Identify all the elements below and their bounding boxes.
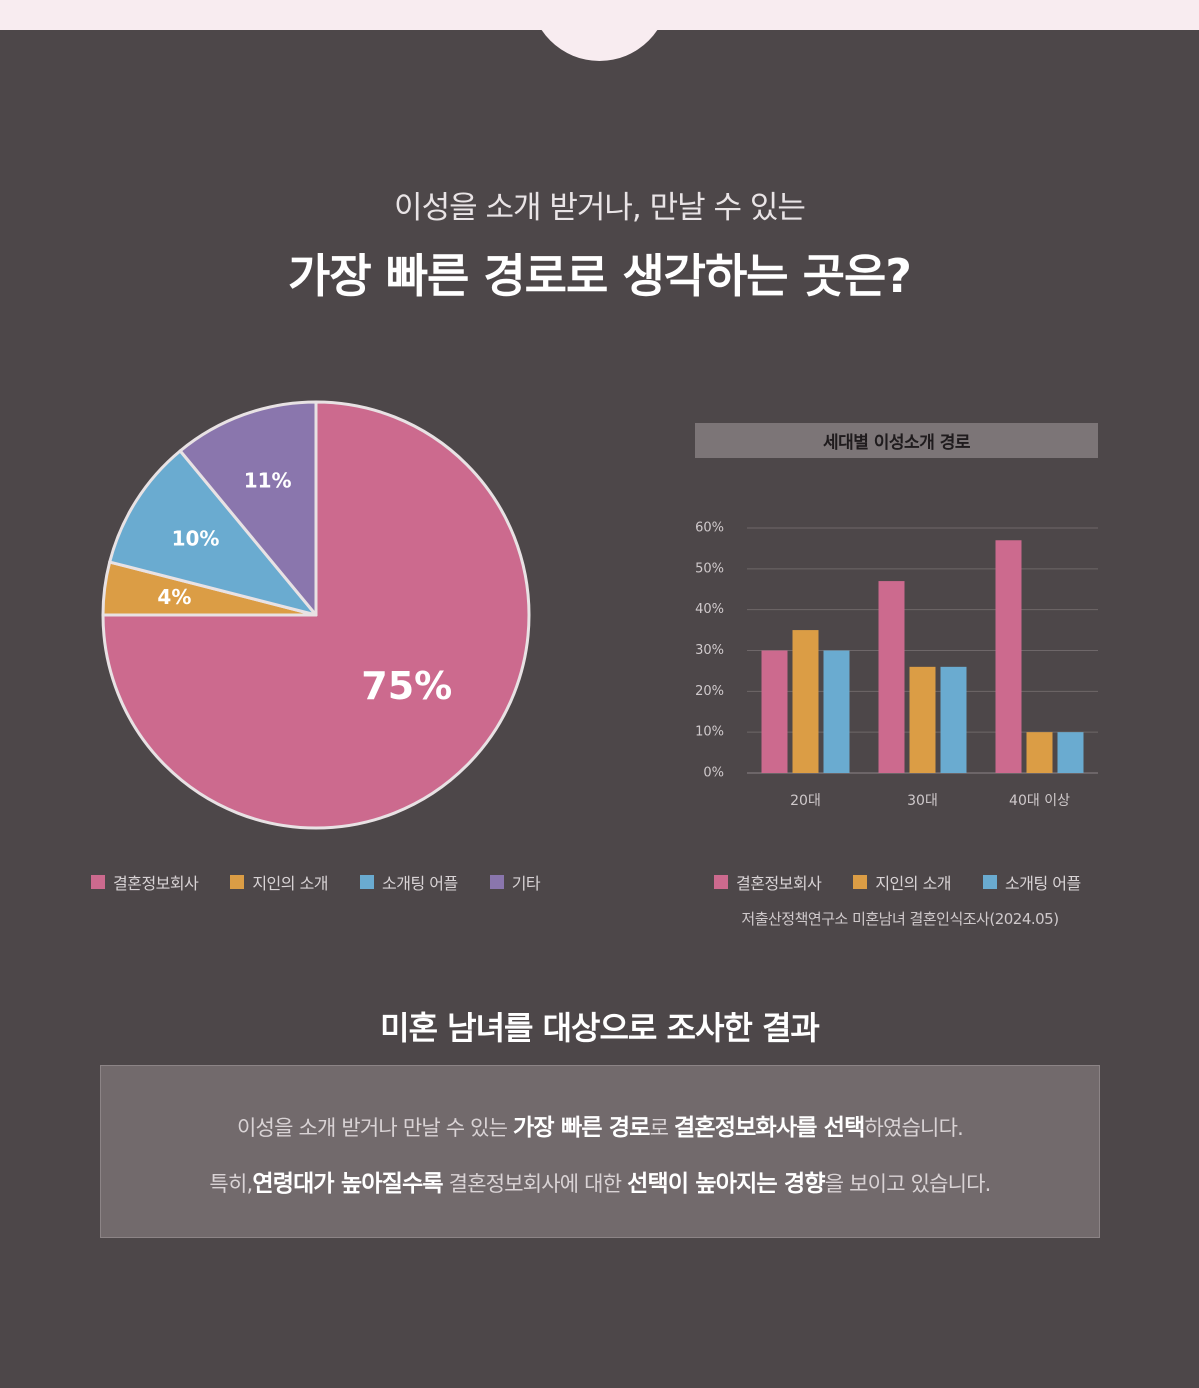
legend-item: 지인의 소개 [853,870,952,894]
bar [995,540,1022,773]
result-line-1: 이성을 소개 받거나 만날 수 있는 가장 빠른 경로로 결혼정보화사를 선택하… [101,1108,1099,1142]
x-tick-label: 40대 이상 [1009,793,1070,809]
y-tick-label: 50% [695,561,724,576]
legend-item: 결혼정보회사 [91,870,199,894]
legend-swatch [360,875,375,889]
legend-swatch [230,875,245,889]
y-tick-label: 40% [695,602,724,617]
bar [761,650,788,773]
page-subtitle: 이성을 소개 받거나, 만날 수 있는 [394,190,806,226]
bar [792,630,819,773]
x-tick-label: 30대 [907,793,938,809]
pie-slice-label: 11% [244,469,292,493]
result-title: 미혼 남녀를 대상으로 조사한 결과 [380,1009,820,1047]
result-text: 특히, [209,1172,253,1196]
pie-slice-label: 75% [361,664,452,708]
legend-label: 결혼정보회사 [113,874,199,893]
pie-chart: 75% 4% 10% 11% [101,400,531,830]
bar [1026,732,1053,773]
top-circle-decoration [530,0,669,61]
legend-swatch [983,875,998,889]
result-text: 결혼정보회사에 대한 [442,1172,628,1196]
bar [1057,732,1084,773]
legend-swatch [853,875,868,889]
legend-label: 기타 [511,874,541,893]
result-text: 이성을 소개 받거나 만날 수 있는 [237,1116,514,1140]
y-tick-label: 20% [695,684,724,699]
bar [940,666,967,773]
result-highlight-text: 선택이 높아지는 경향 [627,1171,825,1197]
pie-slice [108,449,318,617]
legend-item: 소개팅 어플 [983,870,1081,894]
legend-item: 기타 [489,870,541,894]
result-text: 로 [649,1116,675,1140]
y-tick-label: 10% [695,725,724,740]
legend-label: 소개팅 어플 [1005,874,1081,893]
source-note: 저출산정책연구소 미혼남녀 결혼인식조사(2024.05) [741,910,1059,928]
result-highlight-text: 연령대가 높아질수록 [252,1171,443,1197]
pie-legend: 결혼정보회사 지인의 소개 소개팅 어플 기타 [91,870,541,894]
legend-swatch [714,875,728,889]
bar-chart-title: 세대별 이성소개 경로 [695,423,1098,458]
legend-label: 소개팅 어플 [382,874,458,893]
result-highlight-text: 가장 빠른 경로 [513,1115,650,1141]
result-text: 을 보이고 있습니다. [824,1172,992,1196]
bar [823,650,850,773]
legend-item: 결혼정보회사 [714,870,822,894]
page-title: 가장 빠른 경로로 생각하는 곳은? [288,249,912,303]
bar [909,666,936,773]
legend-item: 소개팅 어플 [360,870,458,894]
bar [878,581,905,773]
pie-slice [178,400,318,617]
legend-item: 지인의 소개 [230,870,329,894]
result-highlight-text: 결혼정보화사를 선택 [674,1115,865,1141]
x-tick-label: 20대 [790,793,821,809]
legend-swatch [91,875,105,889]
bar-chart: 0% 10% 20% 30% 40% 50% 60% 20대 30대 40대 이상 [695,521,1098,809]
y-tick-label: 60% [695,521,724,536]
legend-swatch [489,875,504,889]
y-tick-label: 30% [695,643,724,658]
pie-slice [101,400,531,830]
result-text: 하였습니다. [864,1116,963,1140]
result-line-2: 특히,연령대가 높아질수록 결혼정보회사에 대한 선택이 높아지는 경향을 보이… [101,1164,1099,1198]
y-tick-label: 0% [703,766,724,781]
legend-label: 결혼정보회사 [736,874,822,893]
bar-legend: 결혼정보회사 지인의 소개 소개팅 어플 [714,870,1081,894]
pie-slice-label: 10% [172,527,220,551]
result-box: 이성을 소개 받거나 만날 수 있는 가장 빠른 경로로 결혼정보화사를 선택하… [100,1065,1100,1238]
pie-slice-label: 4% [157,585,191,609]
legend-label: 지인의 소개 [252,874,329,893]
legend-label: 지인의 소개 [875,874,952,893]
bar-chart-title-text: 세대별 이성소개 경로 [822,433,971,453]
